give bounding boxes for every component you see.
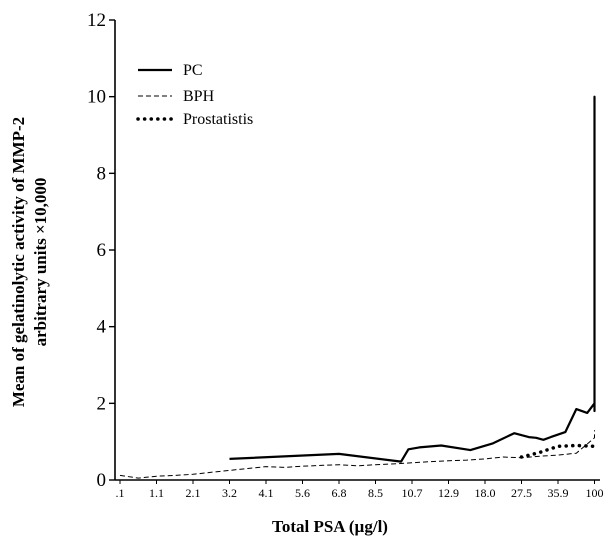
y-axis-title-line1: Mean of gelatinolytic activity of MMP-2 (9, 117, 28, 407)
x-tick-label: 4.1 (259, 486, 274, 500)
x-tick-label: 3.2 (222, 486, 237, 500)
y-tick-label: 6 (97, 240, 107, 261)
legend-label-pc: PC (183, 62, 203, 79)
y-axis-title-line2: arbitrary units ×10,000 (31, 178, 50, 347)
y-tick-label: 4 (97, 317, 107, 338)
x-axis-title: Total PSA (µg/l) (272, 517, 388, 536)
x-tick-label: 12.9 (438, 486, 459, 500)
x-tick-label: 10.7 (402, 486, 423, 500)
y-tick-label: 12 (87, 10, 106, 31)
y-tick-label: 2 (97, 393, 107, 414)
series-layer (119, 95, 597, 479)
series-line-bph (119, 430, 595, 479)
x-tick-label: 6.8 (332, 486, 347, 500)
x-tick-label: 35.9 (548, 486, 569, 500)
x-tick-label: .1 (116, 486, 125, 500)
y-ticks: 0 2 4 6 8 10 12 (87, 10, 115, 491)
y-tick-label: 10 (87, 87, 106, 108)
x-tick-label: 1.1 (149, 486, 164, 500)
y-tick-label: 0 (97, 470, 107, 491)
legend-label-prostatistis: Prostatistis (183, 111, 253, 128)
x-tick-label: 27.5 (511, 486, 532, 500)
x-tick-label: 8.5 (368, 486, 383, 500)
x-tick-label: 2.1 (186, 486, 201, 500)
legend-label-bph: BPH (183, 88, 215, 105)
legend: PC BPH Prostatistis (136, 62, 253, 128)
x-tick-label: 100 (586, 486, 604, 500)
x-tick-label: 18.0 (475, 486, 496, 500)
y-tick-label: 8 (97, 163, 107, 184)
x-ticks: .1 1.1 2.1 3.2 4.1 5.6 6.8 8.5 10.7 12.9 18.0 27.5 3… (116, 480, 604, 500)
series-line-prostatistis (519, 443, 597, 459)
series-line-pc (229, 95, 596, 463)
x-tick-label: 5.6 (295, 486, 310, 500)
